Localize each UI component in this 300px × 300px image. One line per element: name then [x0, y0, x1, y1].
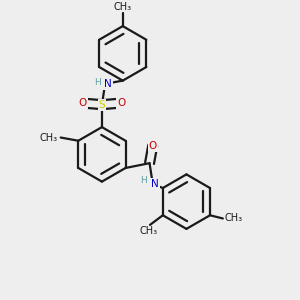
Text: CH₃: CH₃	[224, 214, 243, 224]
Text: O: O	[148, 140, 157, 151]
Text: O: O	[79, 98, 87, 108]
Text: CH₃: CH₃	[39, 133, 58, 142]
Text: N: N	[104, 79, 112, 89]
Text: CH₃: CH₃	[139, 226, 158, 236]
Text: H: H	[94, 78, 100, 87]
Text: CH₃: CH₃	[114, 2, 132, 12]
Text: H: H	[140, 176, 146, 185]
Text: S: S	[99, 100, 105, 110]
Text: O: O	[117, 98, 125, 108]
Text: N: N	[152, 179, 159, 189]
